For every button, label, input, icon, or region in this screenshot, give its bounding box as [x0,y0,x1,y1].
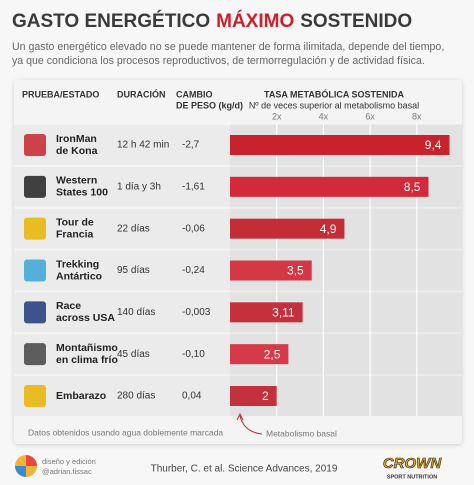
row-duration: 95 días [117,265,150,276]
value-label: 2,5 [264,347,281,361]
row-name: Western [56,175,97,187]
row-name: Trekking [56,258,99,270]
bar [230,386,277,406]
value-label: 3,11 [272,306,295,320]
row-duration: 45 días [117,349,150,360]
row-name: Embarazo [56,390,106,402]
row-duration: 280 días [117,391,155,402]
row-icon [24,134,46,156]
row-weight: -0,003 [182,307,211,318]
bar [230,302,303,323]
row-icon [24,217,46,240]
annotation-arrowhead [236,412,244,421]
row-icon [24,343,46,366]
row-weight: -2,7 [182,140,200,151]
annotation-arrow [239,415,263,435]
value-label: 2 [262,389,269,403]
annotation: Metabolismo basal [266,428,337,438]
bar [230,218,345,239]
title-start: GASTO ENERGÉTICO [12,10,210,32]
row-name: Montañismo [56,342,118,354]
row-weight: -0,06 [182,223,205,234]
title-highlight: MÁXIMO [216,10,294,32]
row-weight: 0,04 [182,391,202,402]
column-header: CAMBIO [176,89,213,99]
value-label: 3,5 [287,264,304,278]
x-tick-label: 2x [272,111,282,121]
row-duration: 1 día y 3h [117,181,161,192]
column-header: PRUEBA/ESTADO [22,89,99,99]
chart-subtitle: Nº de veces superior al metabolismo basa… [249,100,419,110]
row-icon [24,385,46,407]
value-label: 8,5 [404,180,421,194]
row-weight: -0,24 [182,265,205,276]
brand: CROWN [383,455,442,472]
value-label: 9,4 [425,138,442,152]
column-header: DE PESO (kg/d) [176,100,243,110]
row-name: de Kona [56,145,98,157]
bar [230,344,289,365]
row-duration: 140 días [117,307,155,318]
row-name: IronMan [56,133,97,145]
x-tick-label: 4x [319,111,329,121]
bar [230,135,450,155]
row-name: Francia [56,228,94,240]
credit: @adrian.fissac [42,467,92,476]
subtitle: Un gasto energético elevado no se puede … [12,41,444,53]
row-icon [24,259,46,282]
chart-title: TASA METABÓLICA SOSTENIDA [264,88,404,99]
credit-logo [15,455,37,477]
title-end: SOSTENIDO [300,11,412,32]
row-weight: -1,61 [182,181,205,192]
bar [230,260,312,281]
row-name: across USA [56,312,115,324]
row-duration: 22 días [117,223,150,234]
footnote: Datos obtenidos usando agua doblemente m… [28,427,223,437]
x-tick-label: 6x [365,111,375,121]
row-icon [24,301,46,324]
source: Thurber, C. et al. Science Advances, 201… [151,464,338,475]
brand-sub: SPORT NUTRITION [387,474,437,480]
bar [230,176,429,197]
row-name: Tour de [56,216,94,228]
row-icon [24,175,46,198]
title: GASTO ENERGÉTICO MÁXIMO SOSTENIDO [12,10,412,32]
value-label: 4,9 [320,222,337,236]
row-name: en clima frío [56,354,118,366]
row-name: States 100 [56,187,108,199]
x-tick-label: 8x [412,111,422,121]
row-name: Race [56,300,81,312]
row-duration: 12 h 42 min [117,140,169,151]
column-header: DURACIÓN [117,88,166,99]
subtitle: ya que condiciona los procesos reproduct… [12,55,425,67]
credit: diseño y edición [42,457,96,466]
row-name: Antártico [56,270,102,282]
row-weight: -0,10 [182,349,205,360]
